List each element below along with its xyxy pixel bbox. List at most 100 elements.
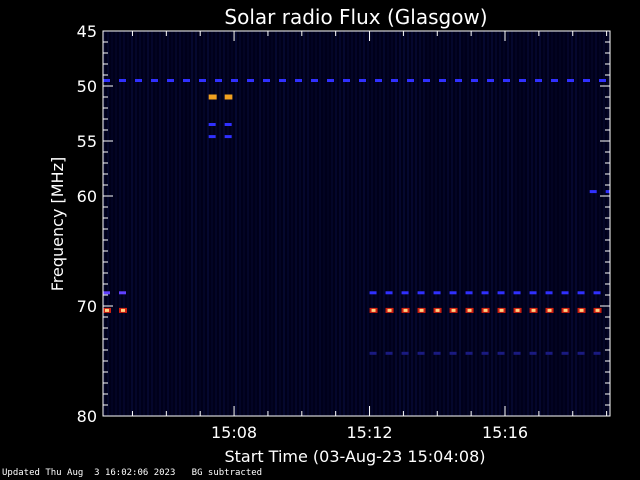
feature-dash [577, 291, 585, 295]
noise-streak [103, 31, 105, 416]
noise-streak [155, 31, 157, 416]
feature-dash [103, 79, 110, 82]
feature-dash [369, 351, 377, 355]
noise-streak [107, 31, 109, 416]
noise-streak [423, 31, 425, 416]
noise-streak [455, 31, 457, 416]
noise-streak [587, 31, 589, 416]
feature-dash [433, 351, 441, 355]
noise-streak [487, 31, 489, 416]
update-timestamp: Updated Thu Aug 3 16:02:06 2023 [2, 468, 176, 478]
noise-streak [187, 31, 189, 416]
noise-streak [367, 31, 369, 416]
feature-dash [385, 351, 393, 355]
noise-streak [543, 31, 545, 416]
feature-dash-core [483, 308, 488, 312]
feature-dash [561, 351, 569, 355]
noise-streak [479, 31, 481, 416]
noise-streak [491, 31, 493, 416]
feature-dash-core [435, 308, 440, 312]
feature-dash [583, 79, 590, 82]
feature-dash [208, 94, 217, 100]
noise-streak [323, 31, 325, 416]
feature-dash [247, 79, 254, 82]
noise-streak [111, 31, 113, 416]
feature-dash [599, 79, 606, 82]
noise-streak [219, 31, 221, 416]
feature-dash [535, 79, 542, 82]
noise-streak [519, 31, 521, 416]
feature-dash [465, 291, 473, 295]
noise-streak [463, 31, 465, 416]
noise-streak [263, 31, 265, 416]
feature-dash [359, 79, 366, 82]
noise-streak [559, 31, 561, 416]
noise-streak [371, 31, 373, 416]
feature-dash [343, 79, 350, 82]
noise-streak [279, 31, 281, 416]
noise-streak [207, 31, 209, 416]
noise-streak [547, 31, 549, 416]
noise-streak [343, 31, 345, 416]
feature-dash-core [419, 308, 424, 312]
feature-dash [199, 79, 206, 82]
feature-dash [224, 123, 232, 126]
feature-dash [465, 351, 473, 355]
feature-dash [439, 79, 446, 82]
noise-streak [167, 31, 169, 416]
noise-streak [603, 31, 605, 416]
feature-dash [605, 190, 610, 194]
processing-note: BG subtracted [191, 468, 263, 478]
noise-streak [535, 31, 537, 416]
feature-dash [417, 291, 425, 295]
noise-streak [523, 31, 525, 416]
noise-streak [159, 31, 161, 416]
noise-streak [475, 31, 477, 416]
noise-streak [311, 31, 313, 416]
feature-dash [208, 123, 216, 126]
feature-dash [497, 291, 505, 295]
feature-dash-core [515, 308, 520, 312]
feature-dash-core [467, 308, 472, 312]
noise-streak [439, 31, 441, 416]
noise-streak [211, 31, 213, 416]
noise-streak [291, 31, 293, 416]
feature-dash-core [371, 308, 376, 312]
noise-streak [399, 31, 401, 416]
y-tick-label: 55 [77, 132, 97, 151]
y-tick-label: 50 [77, 77, 97, 96]
noise-streak [203, 31, 205, 416]
noise-streak [127, 31, 129, 416]
background-noise [103, 31, 609, 416]
noise-streak [515, 31, 517, 416]
noise-streak [151, 31, 153, 416]
feature-dash [513, 291, 521, 295]
noise-streak [239, 31, 241, 416]
noise-streak [459, 31, 461, 416]
noise-streak [115, 31, 117, 416]
feature-dash [119, 79, 126, 82]
noise-streak [267, 31, 269, 416]
noise-streak [215, 31, 217, 416]
feature-dash [551, 79, 558, 82]
feature-dash [401, 291, 409, 295]
noise-streak [495, 31, 497, 416]
noise-streak [579, 31, 581, 416]
feature-dash-core [531, 308, 536, 312]
feature-dash-core [105, 308, 109, 312]
noise-streak [375, 31, 377, 416]
noise-streak [227, 31, 229, 416]
noise-streak [351, 31, 353, 416]
feature-dash [103, 291, 110, 295]
noise-streak [451, 31, 453, 416]
noise-streak [355, 31, 357, 416]
feature-dash-core [121, 308, 125, 312]
noise-streak [403, 31, 405, 416]
x-tick-label: 15:12 [346, 423, 392, 442]
feature-dash [487, 79, 494, 82]
noise-streak [531, 31, 533, 416]
noise-streak [307, 31, 309, 416]
noise-streak [235, 31, 237, 416]
feature-dash [433, 291, 441, 295]
